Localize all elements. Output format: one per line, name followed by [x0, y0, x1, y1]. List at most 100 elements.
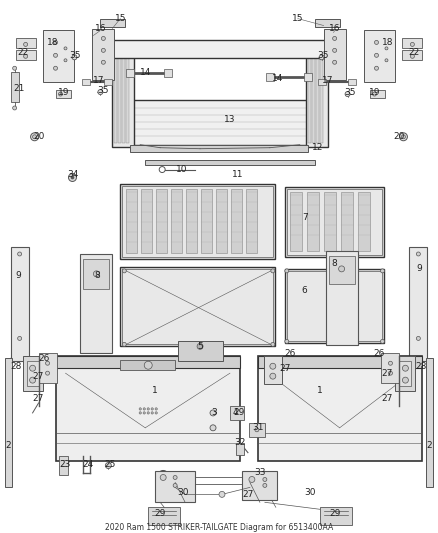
Text: 35: 35 — [70, 51, 81, 60]
Bar — [11, 72, 19, 102]
Bar — [5, 358, 12, 487]
Ellipse shape — [151, 408, 153, 410]
Bar — [216, 189, 227, 253]
Bar — [246, 189, 257, 253]
Text: 24: 24 — [83, 460, 94, 469]
Bar — [56, 90, 71, 98]
Ellipse shape — [319, 55, 324, 60]
Text: 17: 17 — [322, 76, 333, 85]
Bar — [27, 361, 39, 386]
Text: 33: 33 — [254, 468, 265, 477]
Bar — [308, 58, 311, 143]
Bar — [16, 38, 35, 49]
Ellipse shape — [160, 474, 166, 480]
Bar — [178, 342, 223, 361]
Bar — [83, 259, 110, 289]
Bar — [82, 79, 90, 85]
Bar — [312, 58, 314, 143]
Text: 2: 2 — [427, 441, 432, 450]
Text: 7: 7 — [302, 213, 307, 222]
Ellipse shape — [98, 90, 103, 94]
Ellipse shape — [381, 269, 385, 273]
Ellipse shape — [93, 271, 99, 277]
Ellipse shape — [332, 60, 337, 64]
Ellipse shape — [332, 36, 337, 41]
Bar — [287, 189, 382, 255]
Ellipse shape — [389, 361, 392, 365]
Ellipse shape — [381, 340, 385, 343]
Ellipse shape — [385, 59, 388, 62]
Ellipse shape — [210, 425, 216, 431]
Bar — [341, 192, 353, 251]
Bar — [266, 73, 274, 81]
Ellipse shape — [46, 371, 49, 375]
Text: 28: 28 — [416, 362, 427, 371]
Ellipse shape — [101, 60, 106, 64]
Text: 30: 30 — [304, 488, 315, 497]
Bar — [126, 69, 134, 77]
Ellipse shape — [71, 176, 74, 179]
Ellipse shape — [53, 66, 57, 70]
Bar — [324, 192, 336, 251]
Bar — [230, 406, 244, 420]
Bar — [426, 358, 433, 487]
Ellipse shape — [24, 43, 28, 46]
Text: 28: 28 — [10, 362, 21, 371]
Bar — [410, 247, 427, 361]
Ellipse shape — [53, 41, 57, 44]
Bar — [357, 192, 370, 251]
Text: 23: 23 — [60, 460, 71, 469]
Bar — [23, 356, 42, 391]
Ellipse shape — [385, 47, 388, 50]
Ellipse shape — [122, 342, 126, 346]
Text: 15: 15 — [115, 14, 126, 23]
Ellipse shape — [13, 106, 17, 110]
Bar — [155, 471, 195, 502]
Bar — [285, 269, 385, 343]
Bar — [126, 58, 129, 143]
Bar — [316, 58, 319, 143]
Bar — [104, 79, 112, 85]
Ellipse shape — [410, 43, 414, 46]
Text: 15: 15 — [292, 14, 304, 23]
Text: 26: 26 — [284, 349, 296, 358]
Bar — [39, 353, 57, 383]
Ellipse shape — [210, 410, 216, 416]
Ellipse shape — [285, 340, 289, 343]
Bar — [201, 189, 212, 253]
Bar — [141, 189, 152, 253]
Text: 27: 27 — [382, 369, 393, 378]
Ellipse shape — [64, 47, 67, 50]
Bar — [114, 58, 117, 143]
Text: 9: 9 — [417, 264, 422, 273]
Ellipse shape — [53, 53, 57, 58]
Ellipse shape — [147, 411, 149, 414]
Ellipse shape — [122, 269, 126, 273]
Text: 4: 4 — [232, 408, 238, 417]
Ellipse shape — [129, 282, 155, 332]
Ellipse shape — [151, 411, 153, 414]
Bar — [122, 187, 273, 257]
Text: 27: 27 — [32, 372, 43, 381]
Bar — [56, 356, 240, 461]
Bar — [112, 41, 328, 58]
Ellipse shape — [332, 49, 337, 52]
Bar — [145, 159, 314, 165]
Bar — [324, 28, 346, 80]
Bar — [348, 79, 356, 85]
Ellipse shape — [249, 477, 255, 482]
Text: 21: 21 — [13, 84, 25, 93]
Ellipse shape — [72, 55, 77, 60]
Bar — [42, 30, 74, 82]
Ellipse shape — [159, 167, 165, 173]
Ellipse shape — [139, 408, 141, 410]
Text: 22: 22 — [409, 48, 420, 57]
Text: 27: 27 — [279, 364, 290, 373]
Bar — [306, 55, 328, 147]
Text: 6: 6 — [302, 286, 307, 295]
Text: 18: 18 — [47, 38, 58, 47]
Text: 8: 8 — [332, 260, 338, 269]
Ellipse shape — [30, 365, 35, 371]
Ellipse shape — [271, 269, 275, 273]
Bar — [307, 192, 319, 251]
